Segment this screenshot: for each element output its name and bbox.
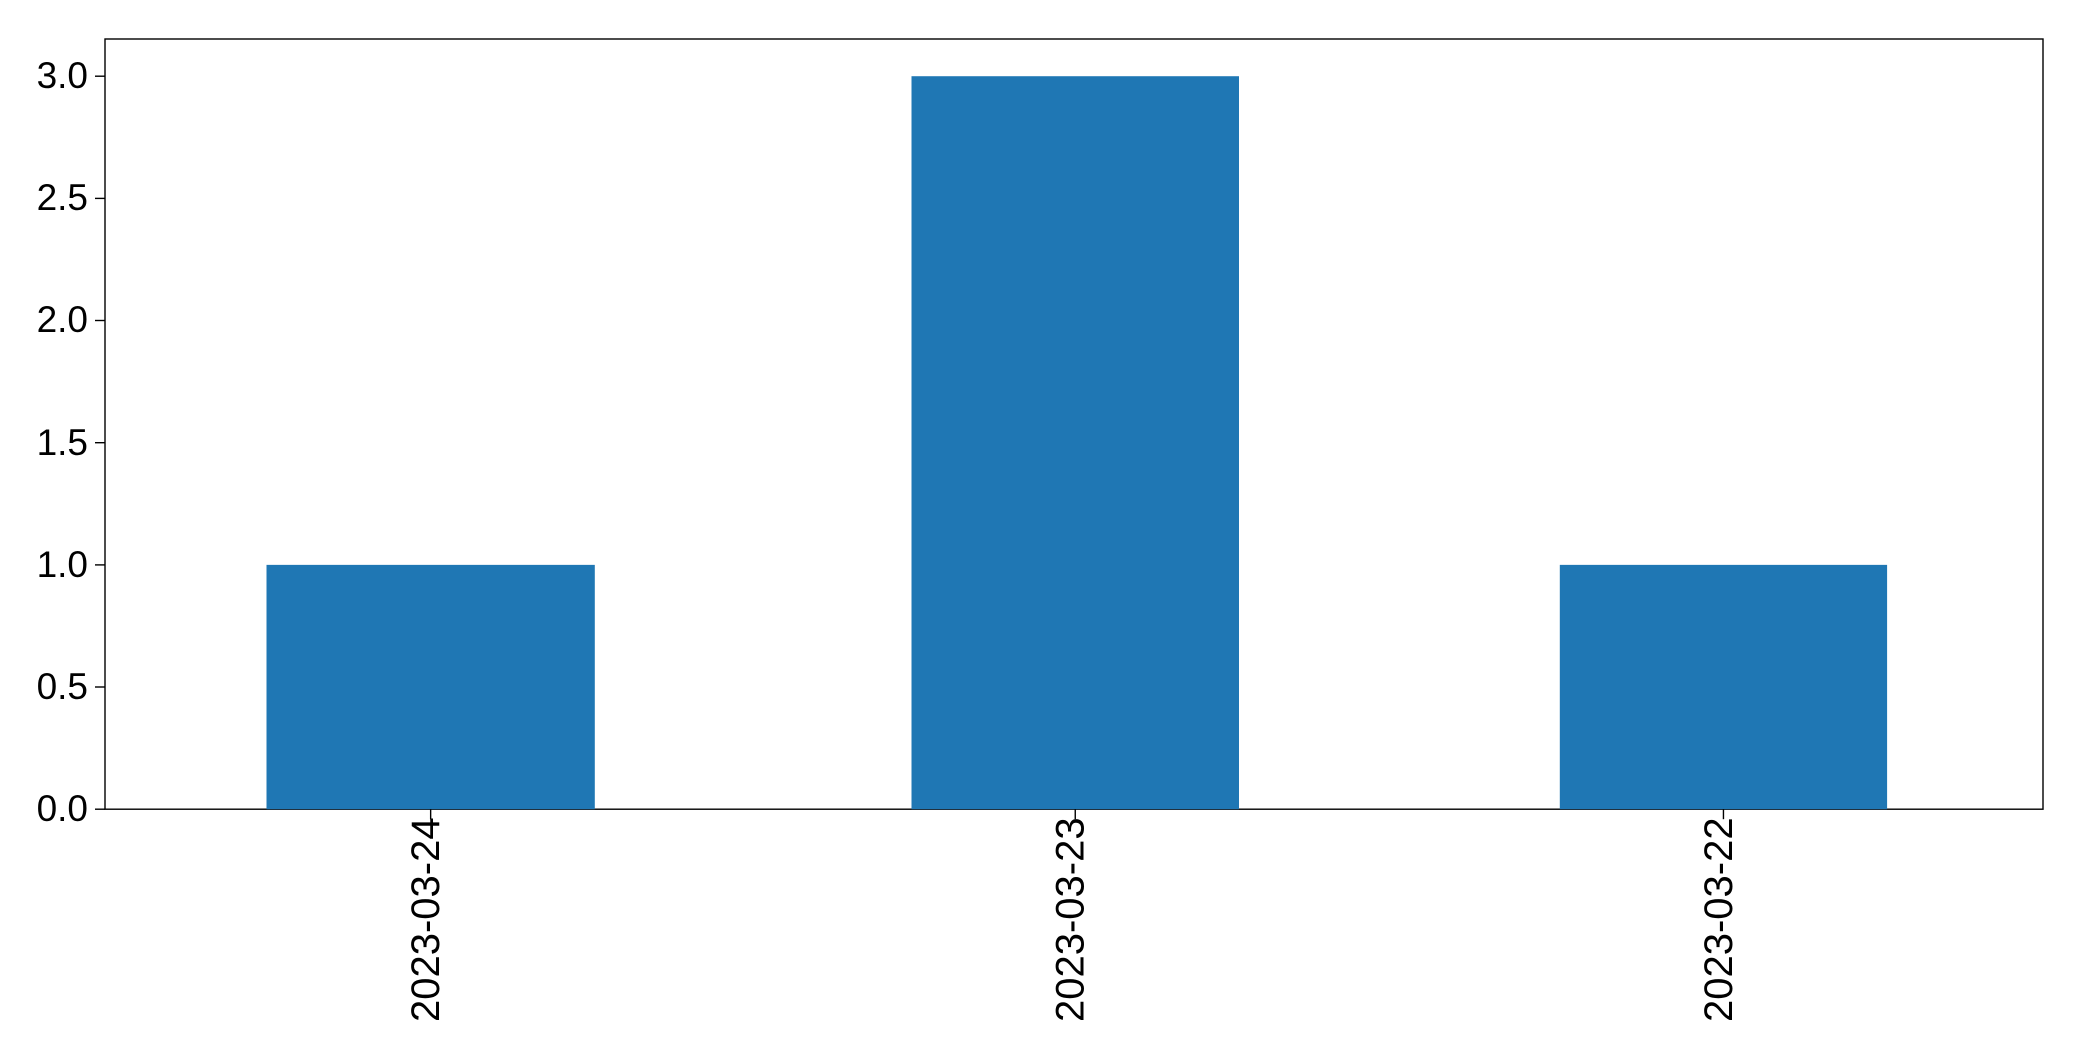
svg-text:0.0: 0.0 <box>37 788 88 829</box>
svg-text:2023-03-22: 2023-03-22 <box>1697 817 1741 1022</box>
svg-text:2023-03-23: 2023-03-23 <box>1049 817 1093 1022</box>
svg-text:2.0: 2.0 <box>37 299 88 340</box>
svg-text:1.0: 1.0 <box>37 544 88 585</box>
svg-text:0.5: 0.5 <box>37 666 88 707</box>
svg-text:2023-03-24: 2023-03-24 <box>404 817 448 1022</box>
svg-text:1.5: 1.5 <box>37 422 88 463</box>
svg-text:3.0: 3.0 <box>37 55 88 96</box>
svg-text:2.5: 2.5 <box>37 177 88 218</box>
